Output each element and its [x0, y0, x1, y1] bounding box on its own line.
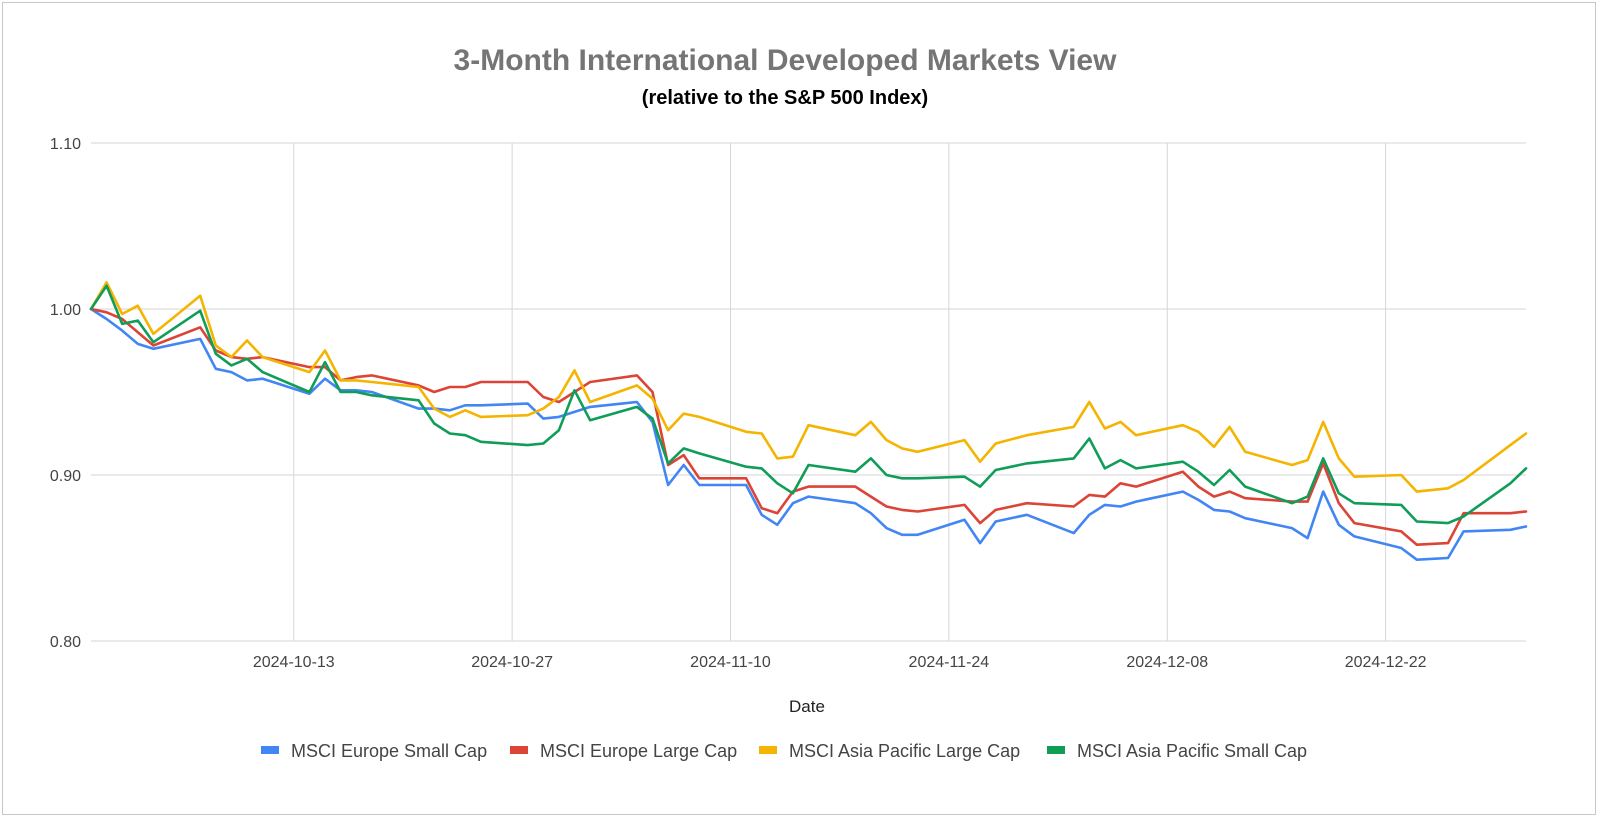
series-line-3 — [89, 281, 1528, 493]
legend-swatch — [1047, 746, 1065, 754]
x-tick-label: 2024-11-10 — [690, 654, 771, 671]
legend: MSCI Europe Small Cap MSCI Europe Large C… — [261, 741, 1307, 761]
chart-subtitle: (relative to the S&P 500 Index) — [642, 87, 928, 109]
legend-label: MSCI Asia Pacific Small Cap — [1077, 741, 1307, 761]
legend-swatch — [261, 746, 279, 754]
x-axis-title: Date — [789, 697, 825, 716]
series-lines — [89, 281, 1528, 562]
x-tick-label: 2024-10-27 — [471, 654, 553, 671]
legend-label: MSCI Asia Pacific Large Cap — [789, 741, 1020, 761]
legend-item[interactable]: MSCI Europe Small Cap — [261, 741, 487, 761]
legend-item[interactable]: MSCI Asia Pacific Large Cap — [759, 741, 1020, 761]
x-axis-ticks: 2024-10-13 2024-10-27 2024-11-10 2024-11-24… — [253, 654, 1427, 671]
series-line-2 — [89, 307, 1528, 547]
series-line-1 — [89, 307, 1528, 562]
legend-label: MSCI Europe Small Cap — [291, 741, 487, 761]
y-tick-label: 0.80 — [50, 634, 81, 651]
y-axis-ticks: 0.80 0.90 1.00 1.10 — [50, 136, 81, 651]
y-gridlines — [91, 142, 1526, 642]
chart-title: 3-Month International Developed Markets … — [454, 44, 1118, 77]
legend-swatch — [759, 746, 777, 754]
series-line-4 — [89, 284, 1528, 525]
legend-swatch — [510, 746, 528, 754]
y-tick-label: 1.00 — [50, 302, 81, 319]
y-tick-label: 1.10 — [50, 136, 81, 153]
x-tick-label: 2024-11-24 — [909, 654, 990, 671]
legend-item[interactable]: MSCI Asia Pacific Small Cap — [1047, 741, 1307, 761]
legend-item[interactable]: MSCI Europe Large Cap — [510, 741, 737, 761]
line-chart: 3-Month International Developed Markets … — [50, 44, 1528, 761]
x-tick-label: 2024-12-22 — [1345, 654, 1427, 671]
legend-label: MSCI Europe Large Cap — [540, 741, 737, 761]
x-tick-label: 2024-10-13 — [253, 654, 335, 671]
x-gridlines — [293, 143, 1387, 641]
x-tick-label: 2024-12-08 — [1126, 654, 1208, 671]
y-tick-label: 0.90 — [50, 468, 81, 485]
